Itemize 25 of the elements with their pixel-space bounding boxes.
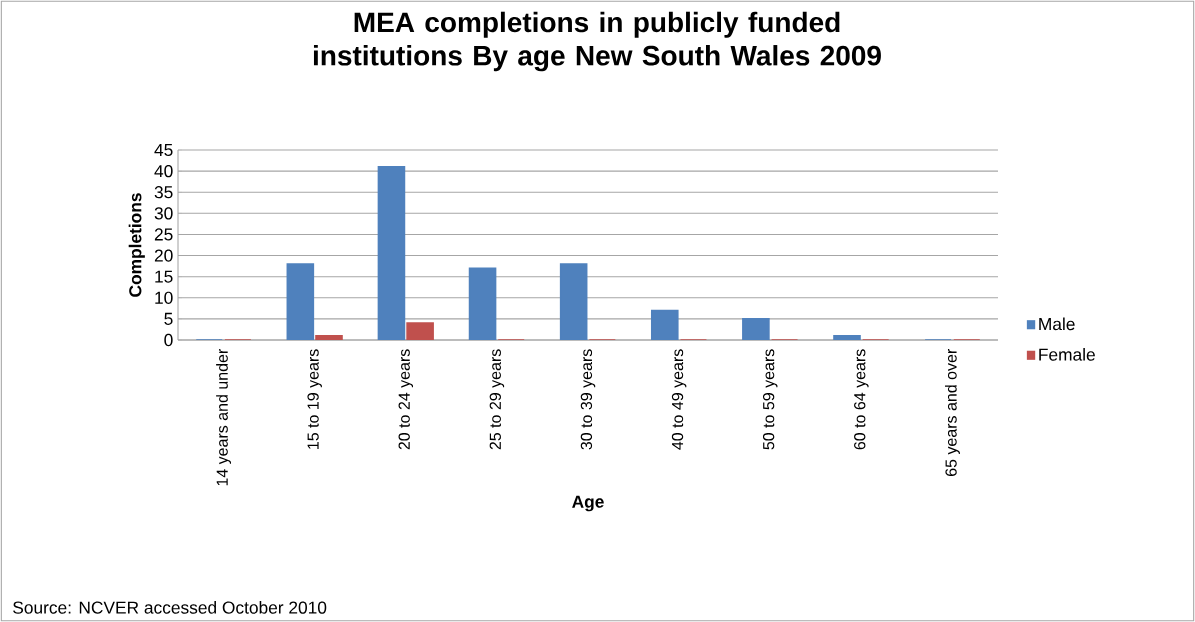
y-tick-label: 15 <box>155 270 173 283</box>
y-tick-label: 30 <box>154 207 173 220</box>
source-note: Source: NCVER accessed October 2010 <box>13 601 327 614</box>
y-axis-title: Completions <box>128 193 145 297</box>
y-tick-label: 5 <box>164 312 173 325</box>
x-tick-label: 65 years and over <box>944 349 960 476</box>
y-tick-label: 10 <box>155 291 173 304</box>
x-tick-label: 14 years and under <box>216 349 232 486</box>
y-tick-label: 40 <box>154 164 173 178</box>
legend-label: Female <box>1039 347 1095 361</box>
x-tick-label: 15 to 19 years <box>307 349 322 449</box>
x-axis-title: Age <box>572 495 604 512</box>
x-tick-label: 25 to 29 years <box>489 349 505 450</box>
x-tick-label: 60 to 64 years <box>854 349 869 450</box>
x-tick-label: 50 to 59 years <box>762 349 778 450</box>
x-tick-label: 20 to 24 years <box>398 349 414 450</box>
x-tick-label: 40 to 49 years <box>671 349 687 450</box>
y-tick-label: 0 <box>164 333 173 347</box>
y-tick-label: 35 <box>154 186 173 199</box>
y-tick-label: 25 <box>154 228 173 241</box>
legend-label: Male <box>1039 317 1075 331</box>
y-tick-label: 20 <box>154 249 173 262</box>
x-tick-label: 30 to 39 years <box>580 349 596 450</box>
y-tick-label: 45 <box>154 143 173 157</box>
chart-title: MEA completions in publicly funded institutions By age New South Wales 2009 <box>313 11 881 72</box>
